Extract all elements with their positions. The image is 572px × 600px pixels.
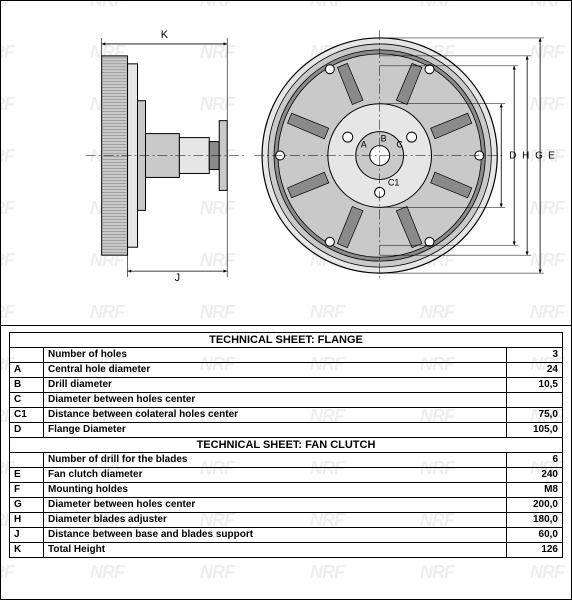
table-row: FMounting holdesM8 — [10, 483, 563, 498]
table-row: Number of holes3 — [10, 348, 563, 363]
row-desc: Drill diameter — [44, 378, 507, 393]
row-key: C1 — [10, 408, 44, 423]
row-value: 180,0 — [507, 513, 563, 528]
row-desc: Fan clutch diameter — [44, 468, 507, 483]
svg-text:J: J — [175, 272, 180, 284]
table-row: JDistance between base and blades suppor… — [10, 528, 563, 543]
svg-text:G: G — [535, 151, 543, 162]
table-row: HDiameter blades adjuster180,0 — [10, 513, 563, 528]
row-value: 75,0 — [507, 408, 563, 423]
svg-text:A: A — [361, 140, 367, 150]
row-desc: Diameter between holes center — [44, 498, 507, 513]
row-value: M8 — [507, 483, 563, 498]
row-key: D — [10, 423, 44, 438]
row-key: B — [10, 378, 44, 393]
table-row: DFlange Diameter105,0 — [10, 423, 563, 438]
row-value: 126 — [507, 543, 563, 558]
table-row: C1Distance between colateral holes cente… — [10, 408, 563, 423]
table-row: ACentral hole diameter24 — [10, 363, 563, 378]
diagram-svg: K J A BC C1 DHGE — [1, 1, 571, 325]
row-value: 24 — [507, 363, 563, 378]
row-value: 240 — [507, 468, 563, 483]
row-desc: Total Height — [44, 543, 507, 558]
row-value: 200,0 — [507, 498, 563, 513]
engineering-diagram: K J A BC C1 DHGE — [1, 1, 571, 326]
row-desc: Number of drill for the blades — [44, 453, 507, 468]
row-key: E — [10, 468, 44, 483]
row-key: C — [10, 393, 44, 408]
row-key: G — [10, 498, 44, 513]
row-desc: Flange Diameter — [44, 423, 507, 438]
svg-text:B: B — [381, 134, 387, 144]
row-key: J — [10, 528, 44, 543]
row-desc: Distance between base and blades support — [44, 528, 507, 543]
fanclutch-table: TECHNICAL SHEET: FAN CLUTCHNumber of dri… — [9, 437, 563, 558]
table-row: GDiameter between holes center200,0 — [10, 498, 563, 513]
row-desc: Diameter blades adjuster — [44, 513, 507, 528]
row-key: H — [10, 513, 44, 528]
flange-table: TECHNICAL SHEET: FLANGENumber of holes3A… — [9, 332, 563, 438]
row-desc: Distance between colateral holes center — [44, 408, 507, 423]
svg-text:C: C — [396, 140, 403, 150]
table-row: KTotal Height126 — [10, 543, 563, 558]
page-frame: KJABCC1DHGE TECHNICAL SHEET: FLANGENumbe… — [0, 0, 572, 600]
table-row: CDiameter between holes center — [10, 393, 563, 408]
spec-tables: TECHNICAL SHEET: FLANGENumber of holes3A… — [1, 326, 571, 564]
table-row: BDrill diameter10,5 — [10, 378, 563, 393]
svg-text:D: D — [509, 151, 516, 162]
table-row: Number of drill for the blades6 — [10, 453, 563, 468]
section-header: TECHNICAL SHEET: FAN CLUTCH — [10, 438, 563, 453]
svg-text:C1: C1 — [388, 177, 399, 187]
svg-text:H: H — [522, 151, 529, 162]
row-desc: Central hole diameter — [44, 363, 507, 378]
row-value: 105,0 — [507, 423, 563, 438]
row-value: 6 — [507, 453, 563, 468]
section-header: TECHNICAL SHEET: FLANGE — [10, 333, 563, 348]
row-value: 10,5 — [507, 378, 563, 393]
row-value: 60,0 — [507, 528, 563, 543]
row-desc: Mounting holdes — [44, 483, 507, 498]
row-key — [10, 348, 44, 363]
svg-text:K: K — [161, 29, 169, 41]
row-value — [507, 393, 563, 408]
row-key: F — [10, 483, 44, 498]
row-desc: Diameter between holes center — [44, 393, 507, 408]
row-desc: Number of holes — [44, 348, 507, 363]
row-key: A — [10, 363, 44, 378]
table-row: EFan clutch diameter240 — [10, 468, 563, 483]
row-value: 3 — [507, 348, 563, 363]
row-key — [10, 453, 44, 468]
svg-text:E: E — [548, 151, 555, 162]
row-key: K — [10, 543, 44, 558]
